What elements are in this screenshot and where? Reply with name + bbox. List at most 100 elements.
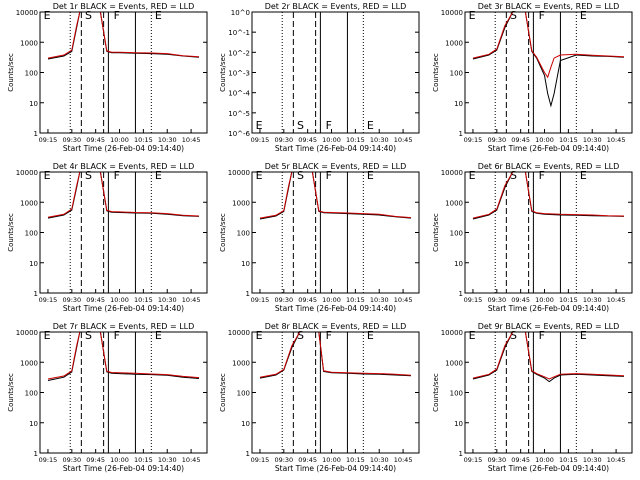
panel-3-y-tick-label-4: 1000 (445, 39, 463, 47)
panel-7-y-tick-label-2: 10 (29, 420, 38, 428)
panel-3-series-events (472, 11, 625, 108)
panel-2-x-tick-label-1: 09:15 (251, 136, 270, 144)
panel-8-y-tick-label-4: 1000 (232, 359, 250, 367)
panel-7-marker-3: F (114, 329, 120, 342)
panel-4-marker-4: E (155, 169, 162, 182)
panel-5-x-axis-label: Start Time (26-Feb-04 09:14:40) (275, 304, 396, 313)
panel-9-x-tick-label-4: 10:00 (535, 456, 554, 464)
panel-7-x-tick-label-4: 10:00 (110, 456, 129, 464)
panel-9-plot-frame (464, 331, 633, 454)
panel-2-y-tick-label-3: 10^-4 (228, 90, 250, 98)
panel-1-y-tick-label-4: 1000 (20, 39, 38, 47)
panel-8-y-tick-label-1: 1 (246, 450, 250, 458)
panel-2-y-tick-label-6: 10^-1 (228, 29, 250, 37)
panel-6-marker-2: S (510, 169, 517, 182)
panel-4-y-tick-label-2: 10 (29, 260, 38, 268)
panel-1-title: Det 1r BLACK = Events, RED = LLD (53, 2, 195, 11)
panel-2-x-tick-label-4: 10:00 (322, 136, 341, 144)
panel-8-x-tick-label-7: 10:45 (394, 456, 413, 464)
panel-3-x-axis-label: Start Time (26-Feb-04 09:14:40) (488, 144, 609, 153)
panel-5-x-tick-label-2: 09:30 (274, 296, 293, 304)
panel-9-x-tick-label-7: 10:45 (607, 456, 626, 464)
panel-4-y-tick-label-3: 100 (25, 230, 38, 238)
panel-9-x-tick-label-6: 10:30 (583, 456, 602, 464)
panel-3-marker-1: E (469, 9, 476, 22)
panel-6-x-tick-label-7: 10:45 (607, 296, 626, 304)
panel-7-x-tick-label-6: 10:30 (158, 456, 177, 464)
panel-9-series-lld (472, 331, 625, 380)
panel-6-x-axis-label: Start Time (26-Feb-04 09:14:40) (488, 304, 609, 313)
panel-7-marker-2: S (85, 329, 92, 342)
panel-1-x-tick-label-5: 10:15 (134, 136, 153, 144)
panel-8-y-tick-label-3: 100 (237, 390, 250, 398)
panel-4-plot-frame (39, 171, 208, 294)
panel-7-x-tick-label-5: 10:15 (134, 456, 153, 464)
panel-3-y-axis-label: Counts/sec (432, 53, 440, 92)
panel-5-marker-4: E (367, 169, 374, 182)
panel-2-x-tick-label-3: 09:45 (298, 136, 317, 144)
panel-8-y-tick-label-2: 10 (241, 420, 250, 428)
panel-3-y-tick-label-2: 10 (454, 100, 463, 108)
panel-4-marker-3: F (114, 169, 120, 182)
panel-7-x-tick-label-7: 10:45 (182, 456, 201, 464)
panel-7-y-tick-label-4: 1000 (20, 359, 38, 367)
panel-9-y-tick-label-4: 1000 (445, 359, 463, 367)
panel-3-x-tick-label-1: 09:15 (464, 136, 483, 144)
panel-9-y-tick-label-1: 1 (459, 450, 463, 458)
panel-6-plot-frame (464, 171, 633, 294)
panel-5-title: Det 5r BLACK = Events, RED = LLD (265, 162, 407, 171)
panel-3-marker-4: E (580, 9, 587, 22)
panel-3-series-lld (472, 11, 625, 79)
panel-2-x-tick-label-2: 09:30 (274, 136, 293, 144)
panel-4-series-lld (47, 171, 200, 218)
panel-4-x-tick-label-5: 10:15 (134, 296, 153, 304)
panel-6-title: Det 6r BLACK = Events, RED = LLD (478, 162, 620, 171)
panel-2-x-axis-label: Start Time (26-Feb-04 09:14:40) (275, 144, 396, 153)
panel-7-plot-frame (39, 331, 208, 454)
panel-7-x-tick-label-2: 09:30 (62, 456, 81, 464)
panel-9-y-tick-label-5: 10000 (441, 329, 463, 337)
panel-7-y-tick-label-5: 10000 (16, 329, 38, 337)
panel-1-y-tick-label-2: 10 (29, 100, 38, 108)
panel-4-x-tick-label-1: 09:15 (39, 296, 58, 304)
panel-7-marker-1: E (44, 329, 51, 342)
panel-9-x-tick-label-1: 09:15 (464, 456, 483, 464)
panel-8-marker-3: F (326, 329, 332, 342)
panel-5-x-tick-label-5: 10:15 (346, 296, 365, 304)
panel-4-y-axis-label: Counts/sec (7, 213, 15, 252)
panel-9-y-tick-label-3: 100 (450, 390, 463, 398)
panel-5-x-tick-label-6: 10:30 (370, 296, 389, 304)
panel-2-y-tick-label-5: 10^-2 (228, 49, 250, 57)
panel-5-y-tick-label-3: 100 (237, 230, 250, 238)
panel-7-x-axis-label: Start Time (26-Feb-04 09:14:40) (63, 464, 184, 473)
panel-9-x-tick-label-3: 09:45 (511, 456, 530, 464)
panel-5-marker-3: F (326, 169, 332, 182)
panel-7-y-tick-label-3: 100 (25, 390, 38, 398)
panel-8-plot-frame (251, 331, 420, 454)
panel-1-x-tick-label-7: 10:45 (182, 136, 201, 144)
panel-6-series-lld (472, 171, 625, 219)
panel-2-title: Det 2r BLACK = Events, RED = LLD (265, 2, 407, 11)
panel-6-x-tick-label-6: 10:30 (583, 296, 602, 304)
panel-5-x-tick-label-1: 09:15 (251, 296, 270, 304)
panel-4-x-tick-label-6: 10:30 (158, 296, 177, 304)
panel-1-series-lld (47, 11, 200, 59)
panel-6-x-tick-label-2: 09:30 (487, 296, 506, 304)
panel-2-y-tick-label-7: 10^0 (231, 9, 250, 17)
panel-4-x-tick-label-2: 09:30 (62, 296, 81, 304)
panel-2-x-tick-label-7: 10:45 (394, 136, 413, 144)
panel-5-series-events (259, 171, 412, 220)
panel-3-x-tick-label-6: 10:30 (583, 136, 602, 144)
panel-6-marker-4: E (580, 169, 587, 182)
panel-1-x-tick-label-2: 09:30 (62, 136, 81, 144)
panel-6-marker-3: F (539, 169, 545, 182)
panel-5-y-tick-label-4: 1000 (232, 199, 250, 207)
panel-3-x-tick-label-7: 10:45 (607, 136, 626, 144)
panel-1-marker-4: E (155, 9, 162, 22)
panel-4-x-axis-label: Start Time (26-Feb-04 09:14:40) (63, 304, 184, 313)
panel-1-x-tick-label-4: 10:00 (110, 136, 129, 144)
panel-8-x-tick-label-4: 10:00 (322, 456, 341, 464)
panel-5-plot-frame (251, 171, 420, 294)
panel-8-x-tick-label-6: 10:30 (370, 456, 389, 464)
panel-8-marker-1: E (256, 329, 263, 342)
